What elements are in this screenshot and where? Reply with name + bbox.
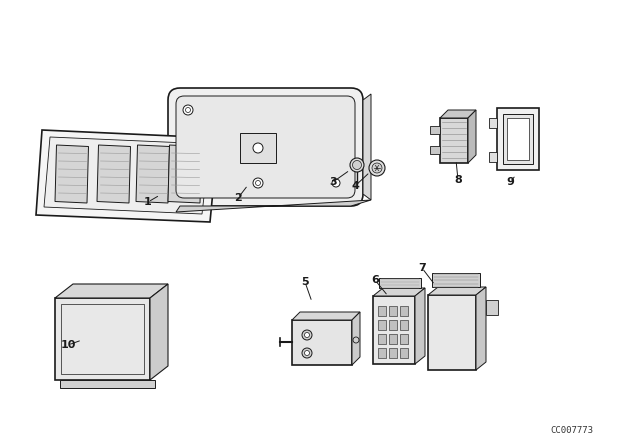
- Text: 6: 6: [371, 275, 379, 285]
- Polygon shape: [44, 137, 210, 214]
- Polygon shape: [292, 312, 360, 320]
- Polygon shape: [55, 145, 88, 203]
- Text: 9: 9: [506, 177, 514, 187]
- Polygon shape: [379, 278, 421, 288]
- Circle shape: [372, 163, 382, 173]
- Polygon shape: [352, 312, 360, 365]
- Polygon shape: [428, 295, 476, 370]
- Polygon shape: [55, 284, 168, 298]
- Polygon shape: [373, 296, 415, 364]
- Text: 5: 5: [301, 277, 309, 287]
- Polygon shape: [489, 118, 497, 128]
- Polygon shape: [430, 126, 440, 134]
- Circle shape: [183, 105, 193, 115]
- Polygon shape: [176, 200, 371, 212]
- Text: 8: 8: [454, 175, 462, 185]
- Polygon shape: [389, 320, 397, 330]
- Text: 7: 7: [418, 263, 426, 273]
- Polygon shape: [468, 110, 476, 163]
- Polygon shape: [432, 273, 480, 287]
- Polygon shape: [415, 288, 425, 364]
- Polygon shape: [400, 306, 408, 316]
- Circle shape: [369, 160, 385, 176]
- Polygon shape: [292, 320, 352, 365]
- FancyBboxPatch shape: [176, 96, 355, 198]
- Polygon shape: [497, 108, 539, 170]
- Polygon shape: [507, 118, 529, 160]
- Polygon shape: [378, 306, 386, 316]
- Circle shape: [353, 160, 362, 169]
- Polygon shape: [400, 320, 408, 330]
- Circle shape: [302, 330, 312, 340]
- Polygon shape: [36, 130, 218, 222]
- Polygon shape: [378, 334, 386, 344]
- Circle shape: [332, 179, 340, 187]
- Polygon shape: [97, 145, 131, 203]
- Polygon shape: [486, 300, 498, 315]
- Polygon shape: [389, 334, 397, 344]
- Circle shape: [302, 348, 312, 358]
- Polygon shape: [378, 320, 386, 330]
- Circle shape: [253, 178, 263, 188]
- Polygon shape: [476, 287, 486, 370]
- Polygon shape: [440, 118, 468, 163]
- Text: CC007773: CC007773: [550, 426, 593, 435]
- Text: 4: 4: [351, 181, 359, 191]
- Polygon shape: [428, 287, 486, 295]
- Polygon shape: [489, 152, 497, 162]
- FancyBboxPatch shape: [168, 88, 363, 206]
- Polygon shape: [430, 146, 440, 154]
- Polygon shape: [363, 94, 371, 200]
- Polygon shape: [400, 348, 408, 358]
- Polygon shape: [378, 348, 386, 358]
- Circle shape: [255, 181, 260, 185]
- Polygon shape: [136, 145, 170, 203]
- Polygon shape: [503, 114, 533, 164]
- Polygon shape: [373, 288, 425, 296]
- Polygon shape: [440, 110, 476, 118]
- Polygon shape: [150, 284, 168, 380]
- Circle shape: [186, 108, 191, 112]
- Polygon shape: [400, 334, 408, 344]
- Polygon shape: [168, 145, 202, 203]
- Text: 3: 3: [329, 177, 337, 187]
- Circle shape: [253, 143, 263, 153]
- Circle shape: [305, 350, 310, 356]
- Polygon shape: [240, 133, 276, 163]
- Circle shape: [305, 332, 310, 337]
- Circle shape: [350, 158, 364, 172]
- Polygon shape: [60, 380, 155, 388]
- Circle shape: [353, 337, 359, 343]
- Text: 10: 10: [60, 340, 76, 350]
- Polygon shape: [55, 298, 150, 380]
- Polygon shape: [389, 348, 397, 358]
- Polygon shape: [389, 306, 397, 316]
- Text: 1: 1: [144, 197, 152, 207]
- Text: 2: 2: [234, 193, 242, 203]
